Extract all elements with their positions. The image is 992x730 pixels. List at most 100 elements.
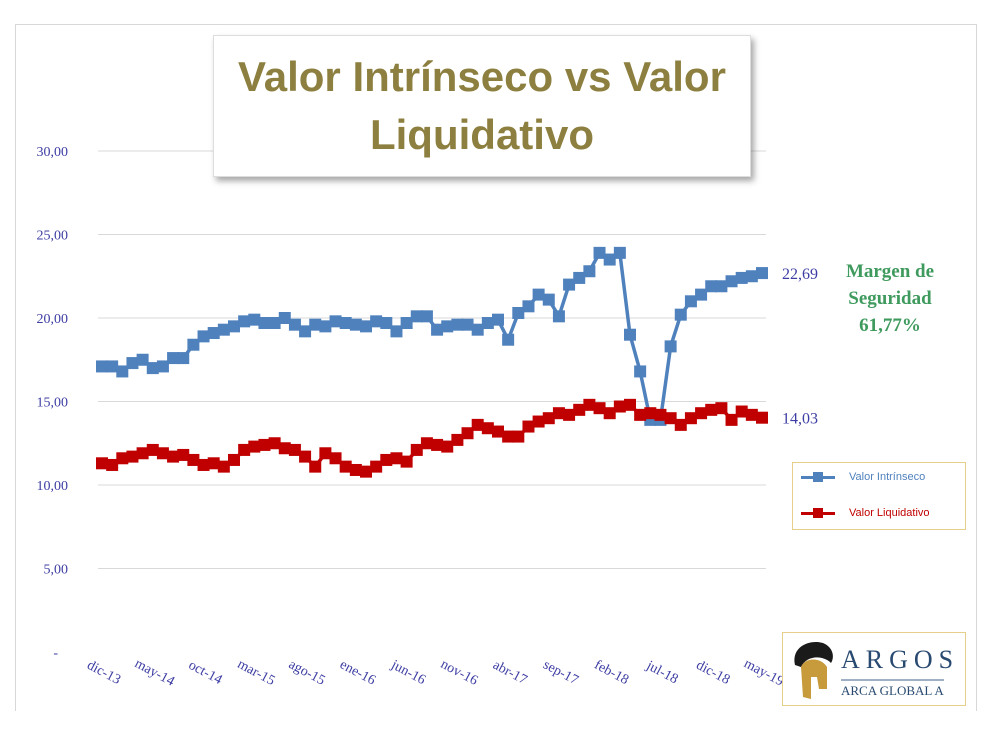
x-tick-label: may-19 — [741, 656, 786, 689]
data-point — [187, 453, 200, 466]
title-line-1: Valor Intrínseco vs Valor — [238, 53, 726, 100]
x-tick-label: jul-18 — [643, 658, 680, 687]
data-point — [146, 362, 159, 375]
data-point — [542, 293, 555, 306]
data-point — [451, 433, 464, 446]
data-point — [420, 437, 433, 450]
data-point — [745, 270, 758, 283]
data-point — [187, 338, 200, 351]
data-point — [258, 317, 271, 330]
data-point — [512, 306, 525, 319]
annotation-line: Seguridad — [848, 288, 932, 309]
x-tick-label: jun-16 — [388, 657, 428, 688]
data-point — [502, 333, 515, 346]
data-point — [96, 457, 108, 470]
title-line-2: Liquidativo — [369, 111, 594, 158]
data-point — [695, 288, 708, 301]
end-value-label: 14,03 — [782, 411, 818, 428]
data-point — [278, 442, 291, 455]
data-point — [268, 317, 281, 330]
data-point — [126, 450, 139, 463]
x-tick-label: ago-15 — [286, 657, 327, 689]
data-point — [573, 271, 586, 284]
x-tick-label: sep-17 — [541, 658, 581, 689]
data-point — [634, 365, 647, 378]
data-point — [288, 318, 301, 331]
data-point — [339, 317, 352, 330]
legend-label: Valor Liquidativo — [849, 507, 930, 519]
data-point — [705, 280, 718, 293]
x-tick-label: dic-13 — [84, 658, 123, 688]
data-point — [654, 408, 667, 421]
data-point — [349, 318, 362, 331]
data-point — [390, 452, 403, 465]
data-point — [756, 267, 768, 280]
data-point — [106, 360, 119, 373]
data-point — [410, 443, 423, 456]
data-point — [441, 320, 454, 333]
data-point — [258, 438, 271, 451]
data-point — [136, 353, 149, 366]
data-point — [563, 278, 576, 291]
data-point — [329, 452, 342, 465]
data-point — [156, 360, 169, 373]
data-point — [481, 317, 494, 330]
legend-marker — [801, 471, 835, 482]
x-tick-label: may-14 — [132, 656, 177, 689]
data-point — [238, 315, 251, 328]
data-point — [96, 360, 108, 373]
data-point — [532, 415, 545, 428]
data-point — [603, 253, 616, 266]
data-point — [563, 408, 576, 421]
end-value-label: 22,69 — [782, 266, 818, 283]
data-point — [126, 357, 139, 370]
data-point — [370, 315, 383, 328]
y-tick-label: 20,00 — [37, 312, 69, 327]
data-point — [583, 265, 596, 278]
data-point — [684, 295, 697, 308]
data-point — [461, 427, 474, 440]
data-point — [552, 310, 565, 323]
data-point — [167, 450, 180, 463]
data-point — [664, 412, 677, 425]
data-point — [146, 443, 159, 456]
data-point — [319, 320, 332, 333]
data-point — [613, 400, 626, 413]
data-point — [542, 412, 555, 425]
data-point — [136, 447, 149, 460]
data-point — [674, 308, 687, 321]
data-point — [735, 271, 748, 284]
data-point — [156, 447, 169, 460]
data-point — [441, 440, 454, 453]
data-point — [725, 413, 738, 426]
data-point — [339, 460, 352, 473]
data-point — [613, 246, 626, 259]
data-point — [695, 407, 708, 420]
data-point — [319, 447, 332, 460]
data-point — [197, 458, 210, 471]
data-point — [268, 437, 281, 450]
data-point — [248, 313, 261, 326]
data-point — [603, 407, 616, 420]
data-point — [420, 310, 433, 323]
data-point — [684, 412, 697, 425]
margin-annotation: Margen de Seguridad 61,77% — [830, 258, 950, 339]
data-point — [217, 460, 230, 473]
data-point — [207, 327, 220, 340]
data-point — [593, 402, 606, 415]
chart-title: Valor Intrínseco vs Valor Liquidativo — [213, 35, 751, 177]
legend-item-intrinseco: Valor Intrínseco — [801, 471, 925, 483]
data-point — [360, 465, 372, 478]
data-point — [299, 325, 312, 338]
data-point — [552, 407, 565, 420]
data-point — [492, 425, 504, 438]
data-point — [583, 398, 596, 411]
data-point — [360, 320, 372, 333]
data-point — [309, 460, 322, 473]
data-point — [725, 275, 738, 288]
annotation-line: 61,77% — [859, 315, 921, 336]
data-point — [167, 352, 180, 365]
data-point — [492, 313, 504, 326]
legend-label: Valor Intrínseco — [849, 471, 926, 483]
